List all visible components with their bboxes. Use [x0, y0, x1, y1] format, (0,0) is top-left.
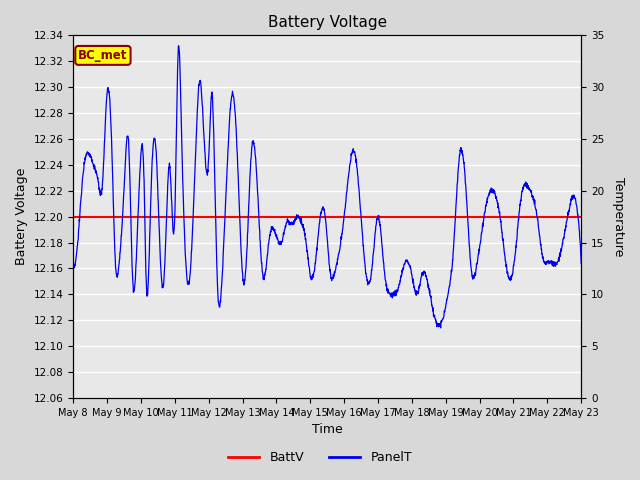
Y-axis label: Battery Voltage: Battery Voltage: [15, 168, 28, 265]
Title: Battery Voltage: Battery Voltage: [268, 15, 387, 30]
Legend: BattV, PanelT: BattV, PanelT: [223, 446, 417, 469]
X-axis label: Time: Time: [312, 423, 342, 436]
Text: BC_met: BC_met: [78, 49, 127, 62]
Y-axis label: Temperature: Temperature: [612, 177, 625, 256]
